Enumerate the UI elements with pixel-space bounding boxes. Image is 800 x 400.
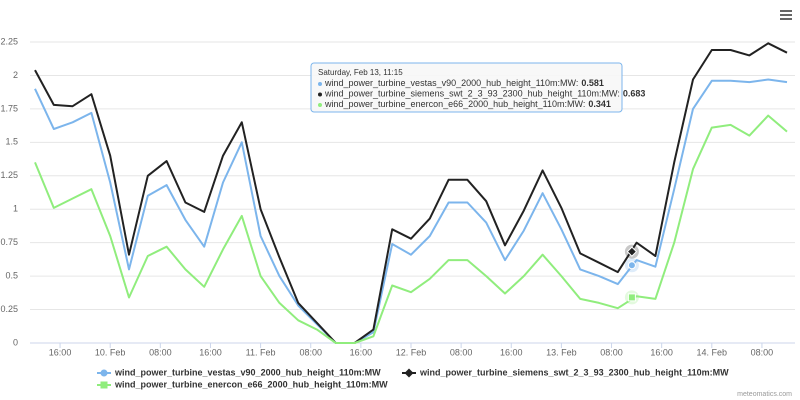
series-line — [34, 114, 788, 344]
y-tick-label: 2 — [13, 70, 18, 80]
marker — [627, 293, 636, 302]
x-tick-label: 08:00 — [450, 347, 473, 357]
y-tick-label: 1.25 — [0, 170, 18, 180]
tooltip: Saturday, Feb 13, 11:15wind_power_turbin… — [310, 62, 645, 113]
legend-label: wind_power_turbine_siemens_swt_2_3_93_23… — [419, 367, 729, 377]
tooltip-label: wind_power_turbine_enercon_e66_2000_hub_… — [324, 99, 585, 109]
x-tick-label: 08:00 — [149, 347, 172, 357]
y-tick-label: 1.5 — [5, 137, 18, 147]
series-line — [34, 42, 788, 344]
x-tick-label: 16:00 — [350, 347, 373, 357]
tooltip-bullet — [318, 92, 322, 97]
x-tick-label: 10. Feb — [95, 347, 126, 357]
tooltip-value: 0.581 — [581, 78, 604, 88]
y-tick-label: 0.25 — [0, 304, 18, 314]
menu-bar — [780, 14, 792, 16]
x-tick-label: 16:00 — [650, 347, 673, 357]
menu-button[interactable] — [780, 10, 792, 20]
x-tick-label: 16:00 — [500, 347, 523, 357]
legend-item[interactable]: wind_power_turbine_enercon_e66_2000_hub_… — [97, 379, 388, 389]
x-tick-label: 16:00 — [199, 347, 222, 357]
tooltip-item: wind_power_turbine_siemens_swt_2_3_93_23… — [324, 89, 645, 99]
menu-bar — [780, 10, 792, 12]
y-tick-label: 0 — [13, 337, 18, 347]
marker — [626, 246, 638, 257]
marker — [404, 368, 414, 378]
x-tick-label: 12. Feb — [396, 347, 427, 357]
tooltip-bullet — [318, 103, 322, 107]
marker — [627, 261, 636, 270]
legend-item[interactable]: wind_power_turbine_vestas_v90_2000_hub_h… — [97, 367, 381, 377]
tooltip-label: wind_power_turbine_siemens_swt_2_3_93_23… — [324, 89, 620, 99]
menu-bar — [780, 18, 792, 20]
credits: meteomatics.com — [737, 391, 792, 398]
tooltip-value: 0.341 — [588, 99, 611, 109]
y-tick-label: 0.5 — [5, 270, 18, 280]
x-tick-label: 11. Feb — [246, 347, 276, 357]
x-tick-label: 08:00 — [600, 347, 623, 357]
tooltip-label: wind_power_turbine_vestas_v90_2000_hub_h… — [324, 78, 578, 88]
legend-label: wind_power_turbine_vestas_v90_2000_hub_h… — [114, 367, 381, 377]
marker — [100, 369, 108, 377]
marker — [100, 381, 108, 389]
y-tick-label: 2.25 — [0, 36, 18, 46]
tooltip-value: 0.683 — [623, 89, 646, 99]
x-tick-label: 08:00 — [299, 347, 322, 357]
series-line — [34, 78, 788, 344]
legend-item[interactable]: wind_power_turbine_siemens_swt_2_3_93_23… — [402, 367, 729, 378]
y-tick-label: 1 — [13, 204, 18, 214]
tooltip-title: Saturday, Feb 13, 11:15 — [318, 68, 403, 77]
tooltip-item: wind_power_turbine_vestas_v90_2000_hub_h… — [324, 78, 604, 88]
x-tick-label: 16:00 — [49, 347, 72, 357]
tooltip-item: wind_power_turbine_enercon_e66_2000_hub_… — [324, 99, 611, 109]
legend: wind_power_turbine_vestas_v90_2000_hub_h… — [97, 367, 729, 389]
y-tick-label: 0.75 — [0, 237, 18, 247]
x-tick-label: 13. Feb — [546, 347, 577, 357]
legend-label: wind_power_turbine_enercon_e66_2000_hub_… — [114, 379, 388, 389]
x-tick-label: 08:00 — [751, 347, 774, 357]
x-tick-label: 14. Feb — [697, 347, 728, 357]
tooltip-box — [310, 62, 623, 113]
tooltip-bullet — [318, 82, 322, 86]
y-tick-label: 1.75 — [0, 103, 18, 113]
